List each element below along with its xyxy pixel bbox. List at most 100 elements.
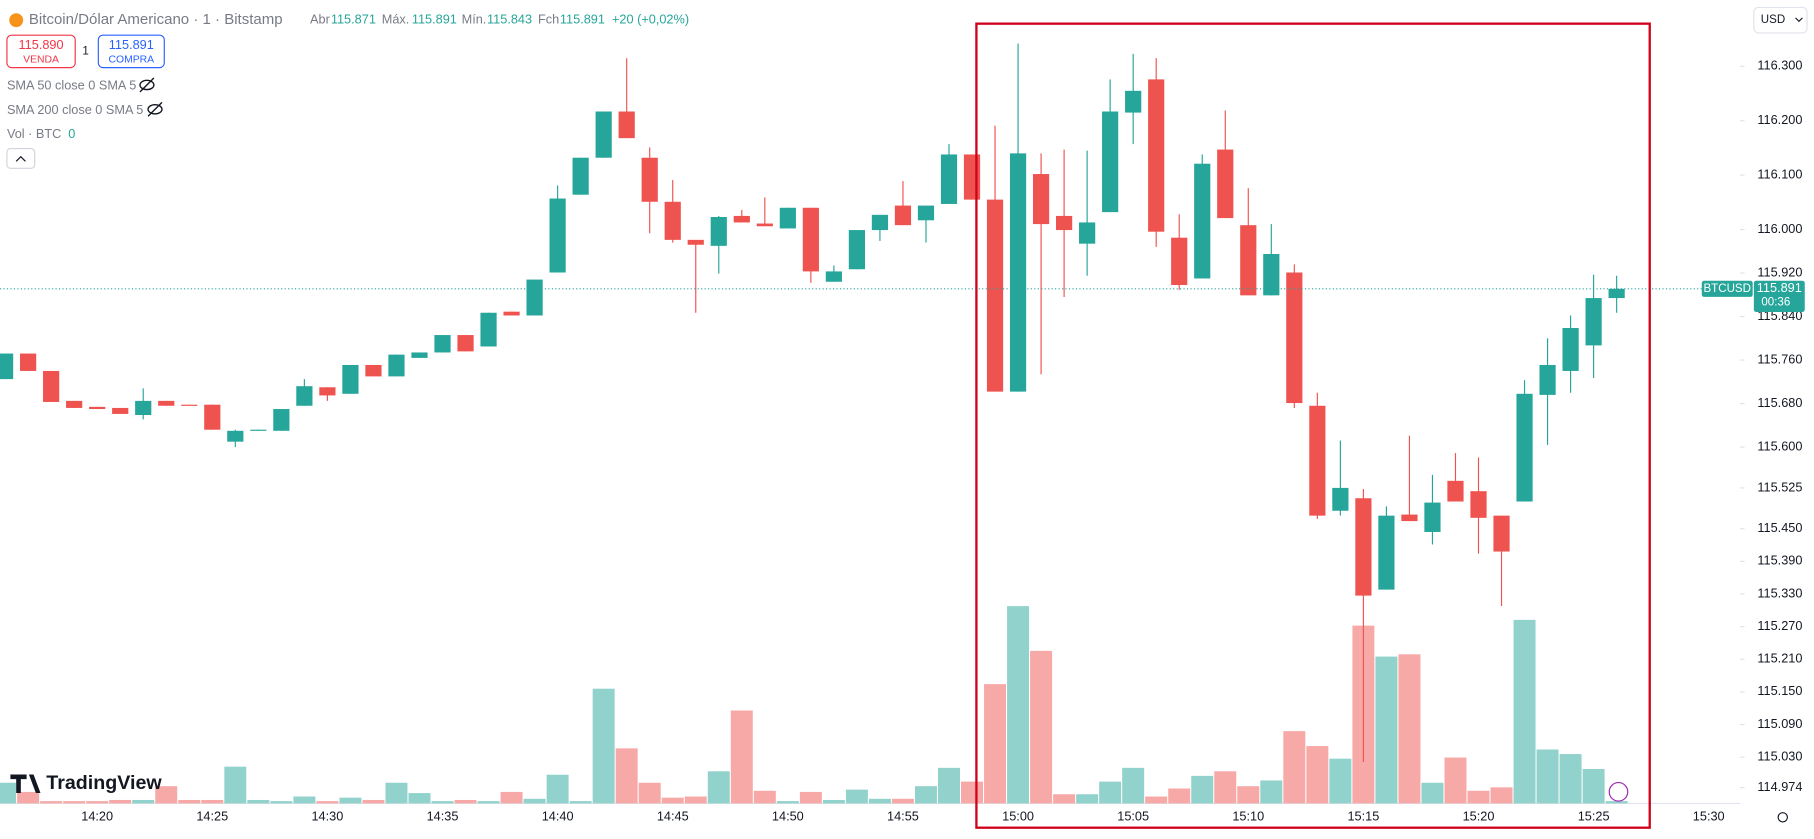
candle-body xyxy=(710,217,727,246)
candle-body xyxy=(1032,174,1050,225)
candle-body xyxy=(802,207,819,272)
candle-body xyxy=(917,205,935,221)
volume-bar xyxy=(1605,801,1628,804)
y-tick-label: 116.200 xyxy=(1757,112,1802,127)
y-tick-label: 115.450 xyxy=(1757,520,1802,535)
x-tick-label: 14:40 xyxy=(542,809,574,824)
candle-body xyxy=(342,364,359,394)
volume-bar xyxy=(707,771,730,804)
candle-body xyxy=(1194,163,1211,279)
candle-body xyxy=(1240,225,1257,296)
low-value: 115.843 xyxy=(487,12,532,27)
candle-body xyxy=(1171,237,1188,286)
symbol-badge-label: BTCUSD xyxy=(1703,283,1750,295)
volume-bar xyxy=(132,799,155,804)
volume-bar xyxy=(638,782,661,804)
x-tick-label: 14:35 xyxy=(427,809,459,824)
x-tick-label: 14:20 xyxy=(81,809,113,824)
volume-bar xyxy=(63,801,86,804)
high-label: Máx. xyxy=(382,12,410,27)
candle-body xyxy=(457,335,474,352)
volume-bar xyxy=(270,801,293,804)
candle-body xyxy=(1562,327,1579,371)
y-tick-label: 115.600 xyxy=(1757,438,1802,453)
currency-select[interactable] xyxy=(1753,6,1808,34)
price-badge-label: 115.891 xyxy=(1757,280,1802,295)
candle-body xyxy=(1217,149,1234,219)
candle-body xyxy=(1332,487,1349,511)
y-tick-label: 115.390 xyxy=(1757,553,1802,568)
sell-price: 115.890 xyxy=(19,37,64,52)
candle-body xyxy=(1493,515,1510,552)
candle-body xyxy=(480,312,497,347)
candle-body xyxy=(273,409,290,431)
y-tick-label: 116.100 xyxy=(1757,166,1802,181)
candle-body xyxy=(1309,405,1326,516)
indicator-legend: SMA 200 close 0 SMA 5 xyxy=(7,102,143,117)
sell-label: VENDA xyxy=(23,54,59,65)
close-value: 115.891 xyxy=(560,12,605,27)
coin-icon xyxy=(9,13,24,28)
candle-body xyxy=(1102,111,1119,213)
x-tick-label: 14:30 xyxy=(311,809,343,824)
volume-bar xyxy=(0,782,17,804)
candle-body xyxy=(894,205,912,226)
volume-bar xyxy=(615,748,638,804)
volume-bar xyxy=(40,801,63,804)
countdown: 00:36 xyxy=(1761,297,1790,309)
x-tick-label: 14:45 xyxy=(657,809,689,824)
volume-bar xyxy=(776,801,799,804)
replay-icon[interactable] xyxy=(1608,781,1629,802)
volume-bar xyxy=(1513,619,1536,804)
candle-body xyxy=(1470,491,1487,518)
y-tick-label: 115.150 xyxy=(1757,683,1802,698)
candle-body xyxy=(940,154,958,204)
candle-body xyxy=(89,406,106,410)
candle-body xyxy=(503,311,520,316)
candle-body xyxy=(135,400,152,416)
volume-bar xyxy=(1283,731,1306,804)
volume-bar xyxy=(477,801,500,804)
volume-bar xyxy=(362,799,385,804)
volume-bar xyxy=(1306,746,1329,804)
volume-bar xyxy=(201,799,224,804)
candle-body xyxy=(1378,515,1395,590)
symbol-badge xyxy=(1701,280,1753,297)
y-tick-label: 115.680 xyxy=(1757,395,1802,410)
candle-body xyxy=(1585,298,1602,346)
sell-button[interactable] xyxy=(6,34,76,69)
volume-bar xyxy=(1398,654,1421,804)
indicator-legend: SMA 50 close 0 SMA 5 xyxy=(7,77,136,92)
candle-body xyxy=(296,386,313,406)
candle-body xyxy=(871,214,889,231)
settings-icon[interactable] xyxy=(1777,812,1788,823)
price-badge xyxy=(1753,280,1805,312)
candle-body xyxy=(526,279,543,316)
high-value: 115.891 xyxy=(412,12,457,27)
volume-bar xyxy=(592,688,615,804)
candle-body xyxy=(986,199,1004,392)
buy-button[interactable] xyxy=(97,34,165,69)
volume-bar xyxy=(293,796,316,804)
volume-bar xyxy=(316,801,339,804)
open-value: 115.871 xyxy=(331,12,376,27)
y-tick-label: 115.030 xyxy=(1757,749,1802,764)
highlight-box xyxy=(975,22,1651,829)
collapse-icon xyxy=(15,155,26,162)
volume-bar xyxy=(1444,757,1467,804)
volume-bar xyxy=(1122,767,1145,804)
volume-bar xyxy=(1099,781,1122,804)
buy-label: COMPRA xyxy=(108,54,154,65)
candle-body xyxy=(411,352,428,358)
y-tick-label: 114.974 xyxy=(1757,779,1802,794)
candle-body xyxy=(756,223,773,227)
candle-body xyxy=(641,157,658,202)
volume-bar xyxy=(224,766,247,804)
candle-body xyxy=(0,353,14,380)
candle-body xyxy=(1401,514,1418,522)
volume-bar xyxy=(1421,782,1444,804)
volume-bar xyxy=(1030,650,1053,804)
y-tick-label: 115.760 xyxy=(1757,351,1802,366)
y-tick-label: 115.270 xyxy=(1757,618,1802,633)
collapse-button[interactable] xyxy=(6,148,36,169)
